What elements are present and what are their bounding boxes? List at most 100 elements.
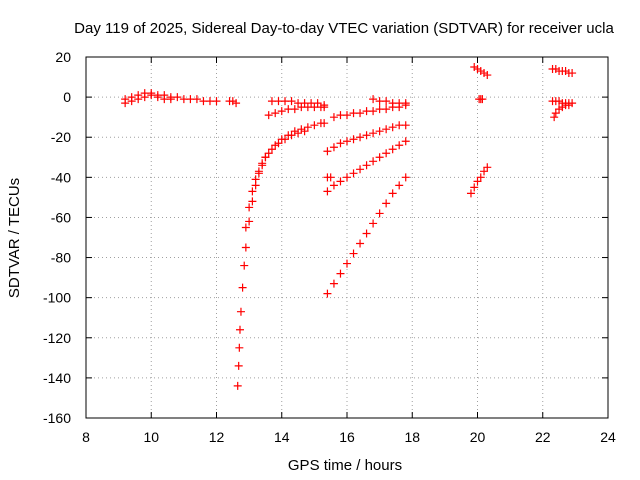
data-point: [271, 109, 280, 118]
data-point: [271, 141, 280, 150]
series-arc-19.9-20.3: [470, 63, 492, 80]
data-point: [369, 157, 378, 166]
data-point: [466, 189, 475, 198]
data-point: [320, 103, 329, 112]
data-point: [134, 95, 143, 104]
series-arc-12.8-15.3: [241, 119, 329, 232]
data-point: [369, 107, 378, 116]
series-arc-19.8-20.3: [466, 163, 492, 198]
data-point: [277, 135, 286, 144]
data-point: [349, 249, 358, 258]
data-point: [336, 139, 345, 148]
data-point: [395, 181, 404, 190]
data-point: [140, 93, 149, 102]
data-point: [395, 141, 404, 150]
data-point: [323, 147, 332, 156]
series-arc-22.3-22.9: [548, 65, 577, 78]
data-point: [264, 111, 273, 120]
data-point: [258, 159, 267, 168]
x-axis-label: GPS time / hours: [288, 457, 402, 474]
data-point: [329, 181, 338, 190]
data-point: [192, 95, 201, 104]
data-point: [362, 161, 371, 170]
data-point: [320, 119, 329, 128]
data-point: [235, 325, 244, 334]
axis-ticks: [85, 56, 609, 419]
data-point: [290, 127, 299, 136]
x-tick-label: 12: [209, 429, 225, 445]
data-point: [473, 177, 482, 186]
data-point: [375, 127, 384, 136]
series-arc-9-12b: [121, 91, 175, 108]
y-tick-label: 20: [55, 49, 71, 65]
data-point: [153, 93, 162, 102]
data-point: [251, 175, 260, 184]
data-point: [388, 145, 397, 154]
data-point: [241, 243, 250, 252]
data-point: [284, 131, 293, 140]
data-point: [356, 239, 365, 248]
data-point: [401, 173, 410, 182]
x-tick-label: 20: [470, 429, 486, 445]
data-point: [382, 125, 391, 134]
data-point: [564, 101, 573, 110]
data-point: [362, 131, 371, 140]
data-point: [323, 187, 332, 196]
y-tick-label: 0: [63, 89, 71, 105]
data-point: [261, 153, 270, 162]
data-point: [349, 169, 358, 178]
data-point: [313, 99, 322, 108]
series-arc-20.1: [475, 95, 487, 104]
data-point: [356, 133, 365, 142]
x-tick-labels: 8 10 12 14 16 18 20 22 24: [82, 429, 616, 445]
data-point: [248, 197, 257, 206]
data-point: [240, 261, 249, 270]
data-point: [349, 135, 358, 144]
y-tick-label: -20: [51, 129, 71, 145]
grid-lines: [86, 57, 608, 418]
x-tick-label: 24: [600, 429, 616, 445]
data-point: [483, 71, 492, 80]
data-point: [303, 123, 312, 132]
data-point: [336, 269, 345, 278]
data-point: [233, 381, 242, 390]
data-point: [369, 219, 378, 228]
data-point: [375, 153, 384, 162]
y-tick-label: -140: [43, 370, 71, 386]
data-point: [236, 307, 245, 316]
data-point: [245, 203, 254, 212]
data-point: [310, 121, 319, 130]
data-point: [235, 343, 244, 352]
data-point: [401, 121, 410, 130]
data-point: [277, 107, 286, 116]
data-point: [401, 99, 410, 108]
data-point: [382, 199, 391, 208]
data-point: [362, 229, 371, 238]
series-arc-13.6-15.3-low: [264, 103, 329, 120]
data-point: [264, 149, 273, 158]
data-point: [356, 109, 365, 118]
data-point: [248, 187, 257, 196]
data-point: [267, 145, 276, 154]
data-point: [329, 113, 338, 122]
data-point: [476, 173, 485, 182]
chart-title: Day 119 of 2025, Sidereal Day-to-day VTE…: [74, 20, 614, 37]
data-points: [121, 63, 577, 390]
series-arc-15.4-17.8-b: [323, 137, 410, 196]
x-tick-label: 10: [143, 429, 159, 445]
x-tick-label: 14: [274, 429, 290, 445]
data-point: [329, 143, 338, 152]
data-point: [343, 259, 351, 268]
y-axis-label: SDTVAR / TECUs: [6, 178, 23, 298]
x-tick-label: 18: [404, 429, 420, 445]
x-tick-label: 8: [82, 429, 90, 445]
data-point: [356, 165, 365, 174]
data-point: [297, 125, 306, 134]
data-point: [323, 289, 332, 298]
data-point: [290, 105, 299, 114]
y-tick-label: -60: [51, 209, 71, 225]
data-point: [336, 177, 345, 186]
y-tick-label: -40: [51, 169, 71, 185]
data-point: [147, 91, 156, 100]
data-point: [388, 189, 397, 198]
